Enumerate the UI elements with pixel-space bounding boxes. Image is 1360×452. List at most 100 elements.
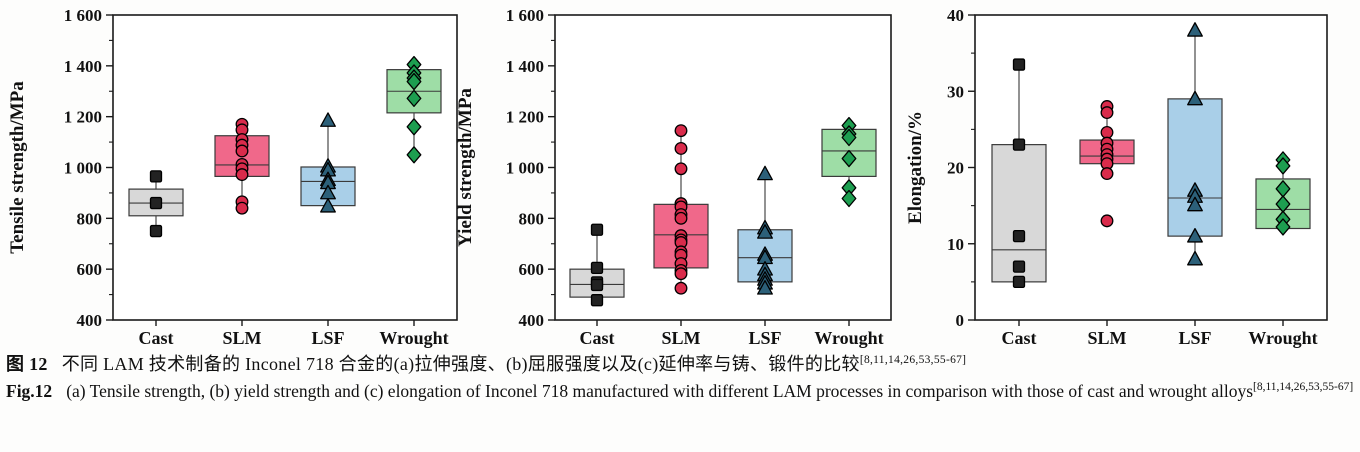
data-point xyxy=(149,224,163,238)
data-point xyxy=(674,281,688,295)
data-point xyxy=(1012,260,1026,273)
data-point xyxy=(320,112,336,127)
x-tick-label: SLM xyxy=(1087,328,1126,348)
data-point xyxy=(1100,125,1114,139)
box-group-lsf xyxy=(737,165,793,295)
elongation-chart: 0 10 20 30 40 Elongation/% Cast SLM LSF Wrought xyxy=(905,6,1328,348)
data-point xyxy=(590,261,604,275)
box xyxy=(991,144,1047,283)
data-point xyxy=(1100,214,1114,228)
y-tick-label: 0 xyxy=(956,311,965,330)
caption-zh-label: 图 12 xyxy=(6,354,48,374)
box-group-wrought xyxy=(1255,151,1311,236)
data-point xyxy=(235,201,249,215)
x-tick-label: Cast xyxy=(1002,328,1037,348)
data-point xyxy=(406,89,422,108)
y-tick-label: 20 xyxy=(947,159,964,178)
data-point xyxy=(674,211,688,225)
y-tick-label: 1 600 xyxy=(506,6,544,25)
caption-line-zh: 图 12 不同 LAM 技术制备的 Inconel 718 合金的(a)拉伸强度、… xyxy=(6,351,1354,378)
y-tick-label: 800 xyxy=(77,209,103,228)
box-group-cast xyxy=(991,58,1047,289)
axes: 400 600 800 1 000 1 200 1 400 1 600 Tensile str… xyxy=(7,6,458,348)
data-point xyxy=(757,165,773,181)
data-point xyxy=(406,72,422,91)
box-group-cast xyxy=(128,170,184,238)
x-tick-label: LSF xyxy=(1178,328,1211,348)
y-tick-label: 1 600 xyxy=(64,6,102,25)
caption-zh-ref: [8,11,14,26,53,55-67] xyxy=(859,354,967,366)
x-tick-label: LSF xyxy=(311,328,344,348)
y-axis-label: Elongation/% xyxy=(905,111,926,224)
data-point xyxy=(235,168,249,182)
data-point xyxy=(1187,250,1203,266)
box xyxy=(1167,98,1223,237)
data-point xyxy=(590,278,604,292)
y-tick-label: 1 000 xyxy=(506,159,544,178)
box-group-wrought xyxy=(821,116,877,208)
box-group-slm xyxy=(653,124,709,295)
charts-row: 400 600 800 1 000 1 200 1 400 1 600 Tensile str… xyxy=(7,6,1328,348)
caption-en-label: Fig.12 xyxy=(6,381,53,401)
data-point xyxy=(149,196,163,210)
data-point xyxy=(1187,227,1203,243)
data-point xyxy=(590,294,604,307)
x-tick-label: SLM xyxy=(222,328,261,348)
y-tick-label: 800 xyxy=(519,209,545,228)
axes: 400 600 800 1 000 1 200 1 400 1 600 Yield stren… xyxy=(455,6,892,348)
data-point xyxy=(1100,106,1114,120)
data-point xyxy=(1012,138,1026,151)
y-tick-label: 600 xyxy=(77,260,103,279)
box-group-lsf xyxy=(300,112,356,213)
data-point xyxy=(320,197,336,213)
data-point xyxy=(674,267,688,281)
data-point xyxy=(406,146,422,164)
box-group-cast xyxy=(569,223,625,307)
tensile-strength-chart: 400 600 800 1 000 1 200 1 400 1 600 Tensile str… xyxy=(7,6,458,348)
x-tick-label: Wrought xyxy=(814,328,883,348)
y-tick-label: 600 xyxy=(519,260,545,279)
data-point xyxy=(1275,157,1291,175)
data-point xyxy=(757,280,773,295)
data-point xyxy=(841,128,857,147)
x-tick-label: LSF xyxy=(748,328,781,348)
y-tick-label: 10 xyxy=(947,235,964,254)
data-point xyxy=(149,170,163,183)
data-point xyxy=(1012,229,1026,243)
y-axis-label: Tensile strength/MPa xyxy=(7,81,28,254)
y-tick-label: 1 200 xyxy=(64,108,102,127)
x-tick-label: SLM xyxy=(661,328,700,348)
data-point xyxy=(841,149,857,168)
data-point xyxy=(1012,58,1026,71)
y-tick-label: 400 xyxy=(77,311,103,330)
box-group-wrought xyxy=(386,55,442,164)
data-point xyxy=(406,118,422,136)
data-point xyxy=(590,223,604,236)
caption-en-ref: [8,11,14,26,53,55-67] xyxy=(1253,381,1354,394)
y-tick-label: 30 xyxy=(947,82,964,101)
box-group-slm xyxy=(214,117,270,215)
data-point xyxy=(1187,196,1203,212)
y-tick-label: 1 200 xyxy=(506,108,544,127)
data-point xyxy=(757,224,773,239)
data-point xyxy=(841,189,857,208)
data-point xyxy=(1275,218,1291,236)
figure-caption: 图 12 不同 LAM 技术制备的 Inconel 718 合金的(a)拉伸强度、… xyxy=(6,351,1354,404)
data-point xyxy=(1187,22,1203,37)
axes: 0 10 20 30 40 Elongation/% Cast SLM LSF Wrought xyxy=(905,6,1328,348)
y-tick-label: 40 xyxy=(947,6,964,25)
box-group-slm xyxy=(1079,100,1135,228)
x-tick-label: Cast xyxy=(580,328,615,348)
data-point xyxy=(674,141,688,155)
y-tick-label: 1 000 xyxy=(64,159,102,178)
y-tick-label: 1 400 xyxy=(64,57,102,76)
x-tick-label: Cast xyxy=(139,328,174,348)
y-tick-label: 400 xyxy=(519,311,545,330)
caption-line-en: Fig.12 (a) Tensile strength, (b) yield st… xyxy=(6,378,1354,404)
caption-zh-text: 不同 LAM 技术制备的 Inconel 718 合金的(a)拉伸强度、(b)屈… xyxy=(61,354,860,374)
data-point xyxy=(1100,167,1114,181)
y-tick-label: 1 400 xyxy=(506,57,544,76)
data-point xyxy=(235,144,249,158)
yield-strength-chart: 400 600 800 1 000 1 200 1 400 1 600 Yield stren… xyxy=(455,6,892,348)
